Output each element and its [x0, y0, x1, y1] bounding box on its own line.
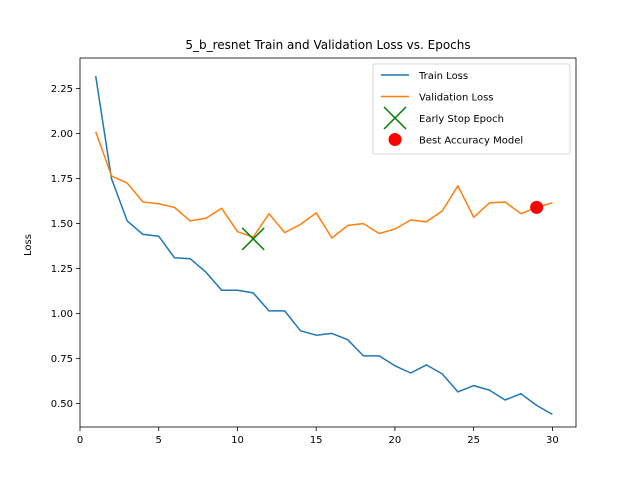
chart-title: 5_b_resnet Train and Validation Loss vs.…	[185, 38, 470, 52]
y-tick-label: 1.75	[51, 174, 73, 185]
plot-area	[94, 75, 553, 416]
legend-entry: Early Stop Epoch	[383, 106, 504, 130]
legend-label: Validation Loss	[419, 93, 494, 104]
y-axis-ticks: 0.50 0.75 1.00 1.25 1.50 1.75 2.00 2.25	[51, 84, 80, 410]
best-accuracy-marker	[530, 200, 544, 214]
y-tick-label: 1.00	[51, 309, 73, 320]
legend-label: Train Loss	[418, 71, 468, 82]
legend-entry: Train Loss	[381, 71, 468, 82]
early-stop-marker	[241, 227, 265, 251]
legend-box	[372, 63, 571, 155]
y-tick-label: 1.50	[51, 219, 73, 230]
legend-label: Best Accuracy Model	[419, 136, 523, 147]
legend: Train Loss Validation Loss Early Stop Epoc…	[372, 63, 571, 155]
y-tick-label: 1.25	[51, 264, 73, 275]
series-line-validation-loss	[94, 131, 553, 239]
x-tick-label: 0	[77, 435, 83, 446]
plot-frame	[79, 57, 577, 428]
x-tick-label: 5	[156, 435, 162, 446]
legend-dot-swatch	[388, 133, 402, 146]
legend-x-swatch	[383, 106, 407, 130]
x-tick-label: 15	[310, 435, 323, 446]
y-tick-label: 2.25	[51, 84, 73, 95]
y-axis-label: Loss	[23, 234, 34, 256]
x-tick-label: 30	[546, 435, 559, 446]
x-tick-label: 20	[389, 435, 402, 446]
x-tick-label: 10	[231, 435, 244, 446]
series-line-train-loss	[94, 75, 553, 416]
y-tick-label: 0.50	[51, 399, 73, 410]
legend-label: Early Stop Epoch	[419, 114, 504, 125]
x-tick-label: 25	[467, 435, 480, 446]
y-tick-label: 2.00	[51, 129, 73, 140]
legend-entry: Validation Loss	[381, 93, 494, 104]
x-axis-ticks: 0 5 10 15 20 25 30	[77, 427, 559, 446]
y-tick-label: 0.75	[51, 354, 73, 365]
legend-entry: Best Accuracy Model	[388, 133, 523, 147]
